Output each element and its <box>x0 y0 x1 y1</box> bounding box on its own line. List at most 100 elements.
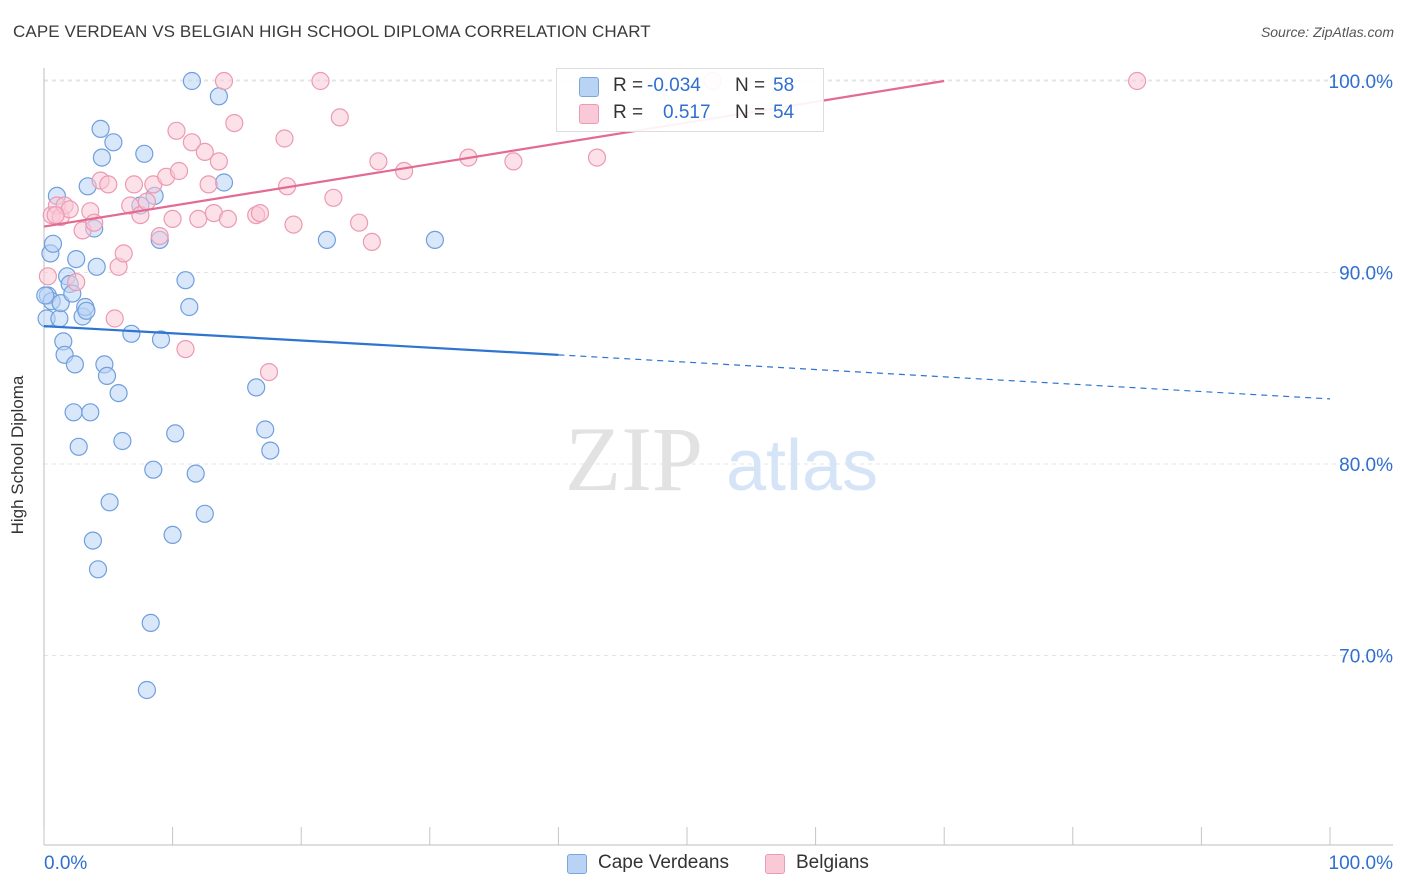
y-axis-label: High School Diploma <box>8 375 27 535</box>
data-point <box>182 71 201 91</box>
legend-r-label: R = <box>613 75 644 96</box>
data-point <box>176 340 195 359</box>
data-point <box>350 213 369 232</box>
chart-title: CAPE VERDEAN VS BELGIAN HIGH SCHOOL DIPL… <box>13 22 651 41</box>
data-point <box>88 560 108 579</box>
data-point <box>369 152 388 171</box>
data-point <box>150 227 169 246</box>
data-point <box>182 133 201 152</box>
legend-r-value: -0.034 <box>647 75 701 96</box>
data-point <box>250 204 270 223</box>
data-point <box>284 215 303 234</box>
data-point <box>330 108 349 127</box>
data-point <box>214 173 234 192</box>
data-point <box>100 493 119 512</box>
stats-legend: R = -0.034 N = 58 R = 0.517 N = 54 <box>556 68 824 132</box>
data-point <box>69 437 88 456</box>
data-point <box>92 148 112 167</box>
data-point <box>163 525 182 545</box>
y-tick-label: 90.0% <box>1339 264 1393 285</box>
legend-swatch-blue <box>567 854 587 874</box>
data-point <box>50 309 69 328</box>
data-point <box>114 244 133 263</box>
data-point <box>122 324 141 343</box>
trend-line-cape-verdeans-projection <box>558 354 1331 400</box>
data-point <box>151 330 171 349</box>
data-point <box>395 161 414 181</box>
data-point <box>209 152 228 171</box>
axes <box>43 68 1393 846</box>
data-point <box>169 161 189 181</box>
data-point <box>135 144 154 163</box>
data-point <box>113 431 132 451</box>
data-point <box>83 531 103 550</box>
data-point <box>209 87 228 106</box>
data-point <box>311 71 330 91</box>
data-point <box>225 113 244 133</box>
trend-line-cape-verdeans <box>43 325 559 356</box>
data-point <box>38 267 58 286</box>
legend-swatch-pink <box>765 854 785 874</box>
data-point <box>167 121 186 140</box>
watermark-zip: ZIP <box>565 408 703 510</box>
x-tick-label-max: 100.0% <box>1329 853 1394 874</box>
legend-swatch-pink <box>579 104 599 124</box>
data-point <box>163 209 182 228</box>
data-point <box>109 384 128 403</box>
data-point <box>36 286 55 305</box>
data-point <box>176 271 195 290</box>
watermark: ZIP atlas <box>565 408 878 510</box>
legend-n-value: 58 <box>773 75 795 96</box>
data-point <box>144 460 163 479</box>
legend-n-value: 54 <box>773 102 795 123</box>
legend-n-label: N = <box>735 102 766 123</box>
data-point <box>99 175 118 194</box>
data-point <box>77 301 96 320</box>
tick-labels: 70.0% 80.0% 90.0% 100.0% 0.0% 100.0% <box>44 72 1393 874</box>
legend-swatch-blue <box>579 77 599 97</box>
data-point <box>195 142 214 161</box>
data-point <box>1127 71 1147 91</box>
data-point <box>137 192 156 211</box>
data-point <box>105 309 124 328</box>
data-point <box>141 613 160 633</box>
data-point <box>180 297 199 317</box>
data-point <box>195 504 214 523</box>
data-point <box>214 71 234 91</box>
data-point <box>67 273 86 292</box>
watermark-atlas: atlas <box>726 426 878 506</box>
data-point <box>186 464 205 483</box>
data-point <box>425 230 444 249</box>
data-point <box>87 257 106 276</box>
data-point <box>261 441 280 460</box>
legend-r-value: 0.517 <box>663 102 711 123</box>
data-point <box>91 119 110 138</box>
legend-label-cape-verdeans: Cape Verdeans <box>598 852 729 873</box>
source-label: Source: ZipAtlas.com <box>1260 24 1394 40</box>
data-point <box>275 129 294 148</box>
data-point <box>189 209 208 228</box>
series-belgians <box>38 71 1147 382</box>
data-point <box>587 148 607 167</box>
legend-n-label: N = <box>735 75 766 96</box>
data-point <box>256 420 275 439</box>
data-point <box>247 378 266 397</box>
legend-label-belgians: Belgians <box>796 852 869 873</box>
legend-r-label: R = <box>613 102 644 123</box>
data-point <box>166 424 185 443</box>
data-point <box>64 403 83 422</box>
y-tick-label: 100.0% <box>1329 72 1394 93</box>
data-point <box>67 250 86 269</box>
y-tick-label: 70.0% <box>1339 647 1393 668</box>
data-point <box>218 209 237 228</box>
data-point <box>43 234 63 253</box>
data-point <box>504 152 523 171</box>
data-point <box>65 355 85 374</box>
data-point <box>124 175 144 194</box>
data-point <box>97 366 117 385</box>
gridlines <box>44 79 1393 656</box>
x-tick-label-min: 0.0% <box>44 853 87 874</box>
data-point <box>199 175 218 194</box>
data-point <box>46 206 65 225</box>
